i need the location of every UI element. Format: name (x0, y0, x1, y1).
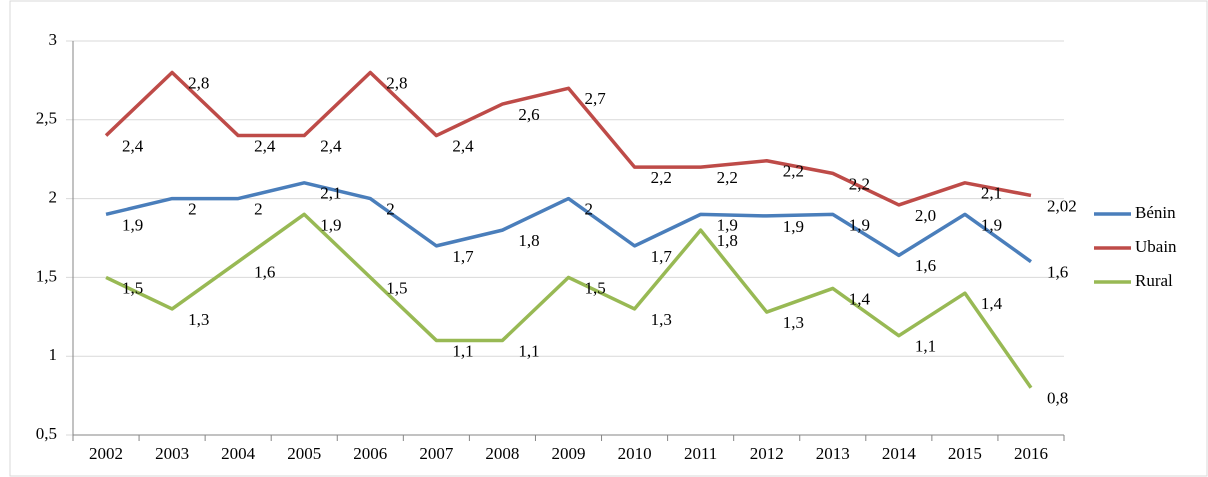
data-label: 1,8 (518, 231, 539, 250)
x-tick-label: 2003 (155, 444, 189, 463)
x-tick-label: 2010 (618, 444, 652, 463)
x-tick-label: 2009 (552, 444, 586, 463)
data-label: 2,2 (651, 168, 672, 187)
data-label: 1,5 (122, 278, 143, 297)
x-tick-label: 2008 (485, 444, 519, 463)
x-tick-label: 2012 (750, 444, 784, 463)
x-tick-label: 2007 (419, 444, 454, 463)
x-tick-label: 2006 (353, 444, 387, 463)
x-tick-label: 2005 (287, 444, 321, 463)
data-label: 1,4 (981, 294, 1003, 313)
x-tick-label: 2004 (221, 444, 256, 463)
data-label: 1,5 (585, 278, 606, 297)
x-tick-label: 2002 (89, 444, 123, 463)
data-label: 1,9 (783, 217, 804, 236)
data-label: 1,6 (1047, 263, 1068, 282)
data-label: 2,2 (849, 174, 870, 193)
data-label: 1,7 (651, 247, 673, 266)
series-line (104, 70, 1032, 207)
x-tick-label: 2014 (882, 444, 917, 463)
y-tick-label: 0,5 (36, 424, 57, 443)
data-label: 1,3 (651, 310, 672, 329)
data-label: 1,9 (320, 215, 341, 234)
legend-label: Bénin (1135, 203, 1176, 222)
data-label: 0,8 (1047, 389, 1068, 408)
data-label: 1,9 (981, 215, 1002, 234)
data-label: 1,5 (386, 278, 407, 297)
data-label: 2 (188, 200, 197, 219)
data-label: 2,02 (1047, 196, 1077, 215)
data-label: 2,4 (254, 136, 276, 155)
y-tick-label: 2 (49, 188, 58, 207)
series-line (105, 181, 1032, 264)
chart-border (9, 0, 1208, 477)
data-label: 2,2 (717, 168, 738, 187)
data-label: 2 (254, 200, 263, 219)
data-label: 2,4 (122, 136, 144, 155)
data-label: 1,1 (452, 341, 473, 360)
data-label: 1,3 (783, 313, 804, 332)
legend-label: Ubain (1135, 237, 1177, 256)
data-label: 2,6 (518, 105, 539, 124)
data-label: 2 (585, 200, 594, 219)
x-tick-label: 2015 (948, 444, 982, 463)
y-tick-label: 1 (49, 345, 58, 364)
legend-label: Rural (1135, 271, 1173, 290)
data-label: 1,6 (915, 256, 936, 275)
data-label: 2,8 (386, 73, 407, 92)
data-label: 2,7 (585, 89, 607, 108)
data-label: 2,4 (452, 136, 474, 155)
data-label: 1,8 (717, 231, 738, 250)
data-label: 1,7 (452, 247, 474, 266)
data-label: 1,6 (254, 263, 275, 282)
data-label: 1,9 (122, 215, 143, 234)
data-label: 2 (386, 200, 395, 219)
series-line (105, 212, 1033, 389)
data-label: 2,1 (981, 184, 1002, 203)
data-label: 2,1 (320, 184, 341, 203)
data-label: 1,1 (518, 341, 539, 360)
data-label: 2,8 (188, 73, 209, 92)
data-label: 1,9 (717, 215, 738, 234)
y-tick-label: 1,5 (36, 266, 57, 285)
data-label: 2,2 (783, 162, 804, 181)
x-tick-label: 2011 (684, 444, 717, 463)
data-label: 2,4 (320, 136, 342, 155)
data-label: 1,9 (849, 215, 870, 234)
data-label: 2,0 (915, 206, 936, 225)
data-label: 1,1 (915, 337, 936, 356)
data-label: 1,3 (188, 310, 209, 329)
data-label: 1,4 (849, 289, 871, 308)
x-tick-label: 2016 (1014, 444, 1048, 463)
y-tick-label: 2,5 (36, 109, 57, 128)
y-tick-label: 3 (49, 30, 58, 49)
x-tick-label: 2013 (816, 444, 850, 463)
